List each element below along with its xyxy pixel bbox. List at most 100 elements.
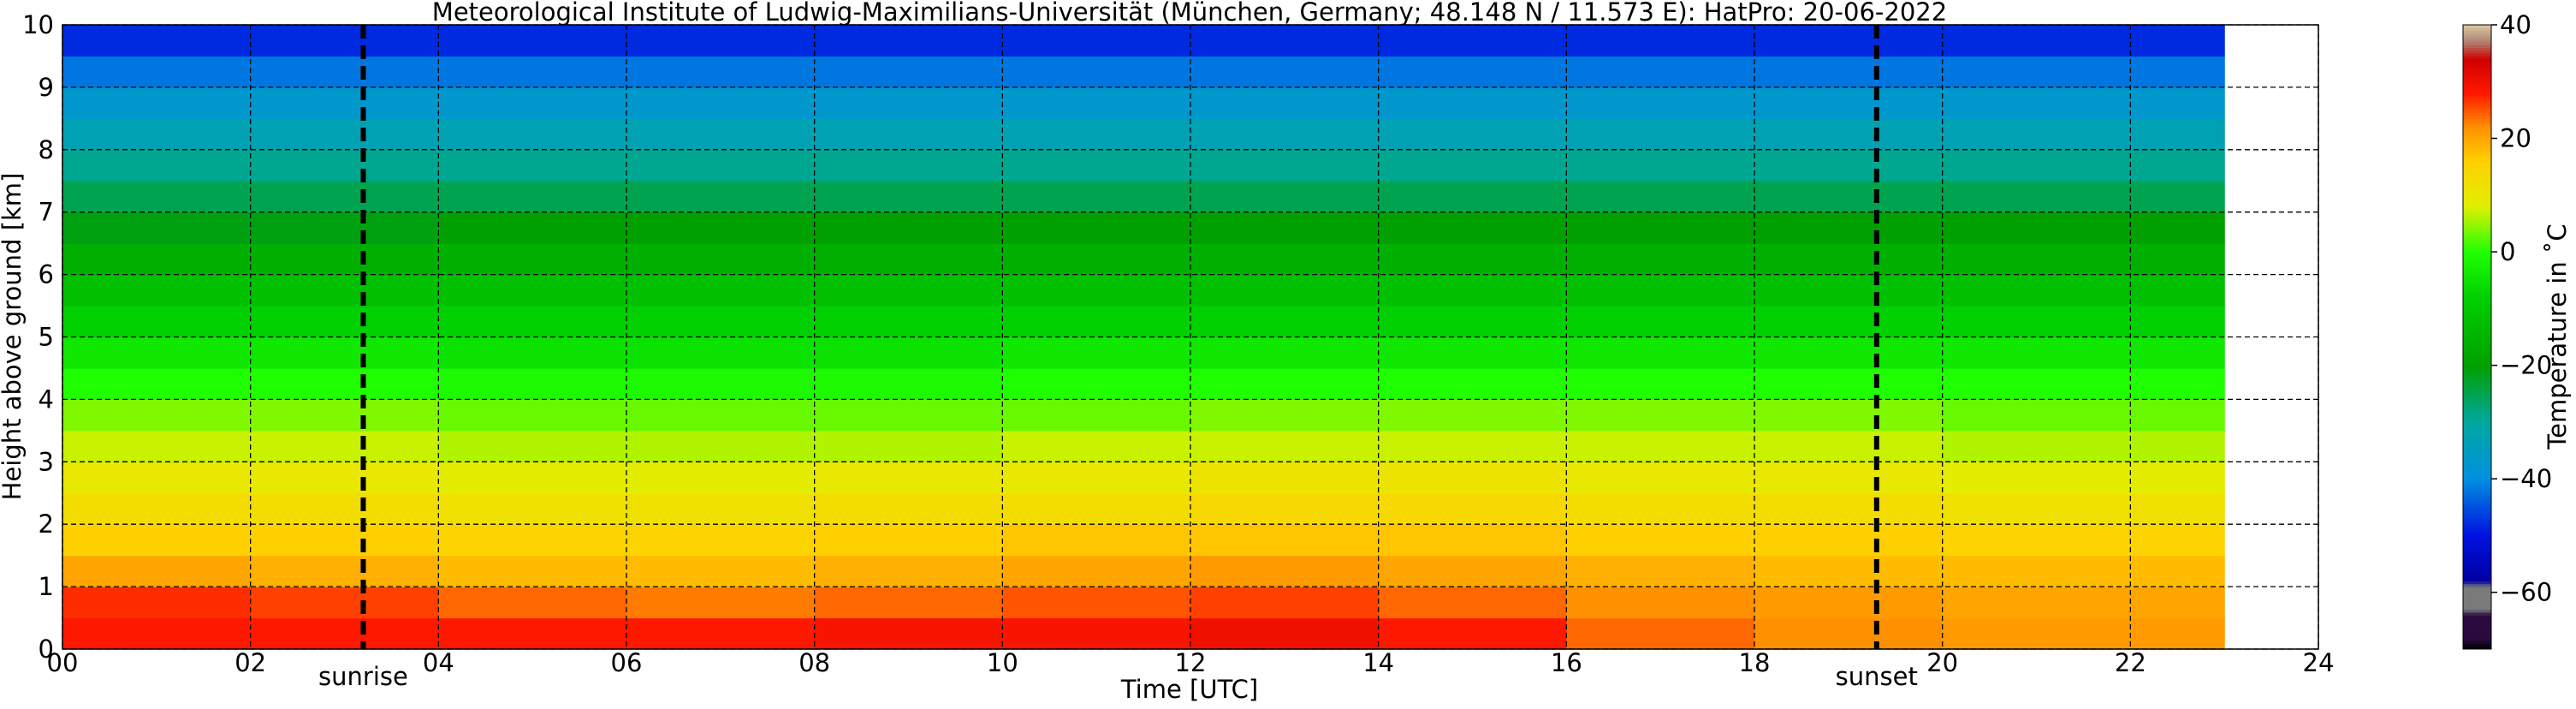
colorbar-segment <box>2463 149 2491 153</box>
heatmap-cell <box>1002 367 1191 400</box>
colorbar-segment <box>2463 39 2491 43</box>
colorbar-segment <box>2463 274 2491 278</box>
heatmap-cell <box>1566 306 1755 338</box>
heatmap-cell <box>438 118 627 151</box>
heatmap-cell <box>1754 617 1944 650</box>
heatmap-cell <box>1190 524 1380 557</box>
heatmap-cell <box>438 306 627 338</box>
heatmap-cell <box>626 617 816 650</box>
colorbar-segment <box>2463 598 2491 602</box>
colorbar-segment <box>2463 164 2491 168</box>
heatmap-cell <box>1942 430 2131 462</box>
x-tick-label: 12 <box>1175 648 1207 677</box>
colorbar-segment <box>2463 606 2491 611</box>
colorbar-segment <box>2463 209 2491 213</box>
y-tick-label: 7 <box>39 198 54 227</box>
y-tick-label: 8 <box>39 135 54 164</box>
colorbar-segment <box>2463 550 2491 553</box>
colorbar-segment <box>2463 566 2491 570</box>
heatmap-cell <box>1378 118 1567 151</box>
x-tick-label: 24 <box>2303 648 2335 677</box>
x-axis-label: Time [UTC] <box>1120 675 1258 704</box>
colorbar-segment <box>2463 396 2491 400</box>
colorbar-segment <box>2463 98 2491 102</box>
heatmap-cell <box>250 617 439 650</box>
heatmap-cell <box>1754 587 1944 619</box>
heatmap-cell <box>62 617 252 650</box>
colorbar-segment <box>2463 620 2491 624</box>
heatmap-cell <box>1566 25 1755 57</box>
colorbar-segment <box>2463 507 2491 511</box>
heatmap-cell <box>1378 430 1567 462</box>
colorbar-segment <box>2463 578 2491 581</box>
heatmap-cell <box>1190 555 1380 587</box>
colorbar-segment <box>2463 78 2491 82</box>
heatmap-cell <box>626 367 816 400</box>
heatmap-cell <box>626 118 816 151</box>
colorbar-segment <box>2463 617 2491 622</box>
colorbar-segment <box>2463 86 2491 91</box>
colorbar-segment <box>2463 116 2491 119</box>
heatmap-cell <box>62 25 252 57</box>
colorbar-segment <box>2463 300 2491 304</box>
x-tick-label: 16 <box>1551 648 1582 677</box>
heatmap-cell <box>1566 367 1755 400</box>
heatmap-cell <box>626 337 816 369</box>
heatmap-cell <box>438 367 627 400</box>
heatmap-cell <box>814 274 1003 307</box>
heatmap-cell <box>250 492 439 525</box>
colorbar-segment <box>2463 421 2491 426</box>
colorbar-segment <box>2463 572 2491 576</box>
colorbar-segment <box>2463 84 2491 88</box>
colorbar-segment <box>2463 186 2491 190</box>
colorbar-segment <box>2463 306 2491 309</box>
colorbar-segment <box>2463 47 2491 51</box>
heatmap-cell <box>1190 86 1380 119</box>
colorbar-segment <box>2463 110 2491 114</box>
colorbar-segment <box>2463 248 2491 253</box>
colorbar-segment <box>2463 436 2491 440</box>
heatmap-cell <box>1754 462 1944 494</box>
heatmap-cell <box>626 462 816 494</box>
heatmap-cell <box>250 337 439 369</box>
colorbar-tick-label: −40 <box>2500 464 2552 493</box>
heatmap-cell <box>1942 462 2131 494</box>
colorbar-segment <box>2463 203 2491 207</box>
colorbar-segment <box>2463 322 2491 326</box>
x-tick-label: 14 <box>1362 648 1394 677</box>
x-tick-label: 04 <box>423 648 454 677</box>
colorbar-segment <box>2463 354 2491 358</box>
heatmap-cell <box>1190 25 1380 57</box>
colorbar-segment <box>2463 294 2491 298</box>
heatmap-cell <box>438 337 627 369</box>
colorbar-segment <box>2463 583 2491 587</box>
colorbar-segment <box>2463 475 2491 480</box>
colorbar-segment <box>2463 589 2491 593</box>
colorbar-segment <box>2463 430 2491 434</box>
heatmap-cell <box>1378 367 1567 400</box>
colorbar-segment <box>2463 56 2491 60</box>
heatmap-cell <box>1378 243 1567 276</box>
colorbar-segment <box>2463 481 2491 486</box>
heatmap-cell <box>1942 118 2131 151</box>
heatmap-cell <box>1566 617 1755 650</box>
colorbar-segment <box>2463 442 2491 445</box>
colorbar-segment <box>2463 609 2491 613</box>
colorbar-label: Temperature in ˚C <box>2543 223 2572 450</box>
heatmap-cell <box>62 430 252 462</box>
y-tick-label: 4 <box>39 384 54 414</box>
colorbar-segment <box>2463 453 2491 457</box>
heatmap-cell <box>62 86 252 119</box>
colorbar-segment <box>2463 229 2491 233</box>
heatmap-cell <box>250 25 439 57</box>
heatmap-cell <box>62 149 252 182</box>
heatmap-cell <box>1378 274 1567 307</box>
heatmap-cell <box>2130 25 2225 57</box>
colorbar-segment <box>2463 382 2491 386</box>
heatmap-cell <box>814 399 1003 432</box>
heatmap-cell <box>1942 555 2131 587</box>
heatmap-cell <box>438 274 627 307</box>
heatmap-cell <box>2130 243 2225 276</box>
heatmap-cell <box>2130 492 2225 525</box>
heatmap-cell <box>1190 306 1380 338</box>
